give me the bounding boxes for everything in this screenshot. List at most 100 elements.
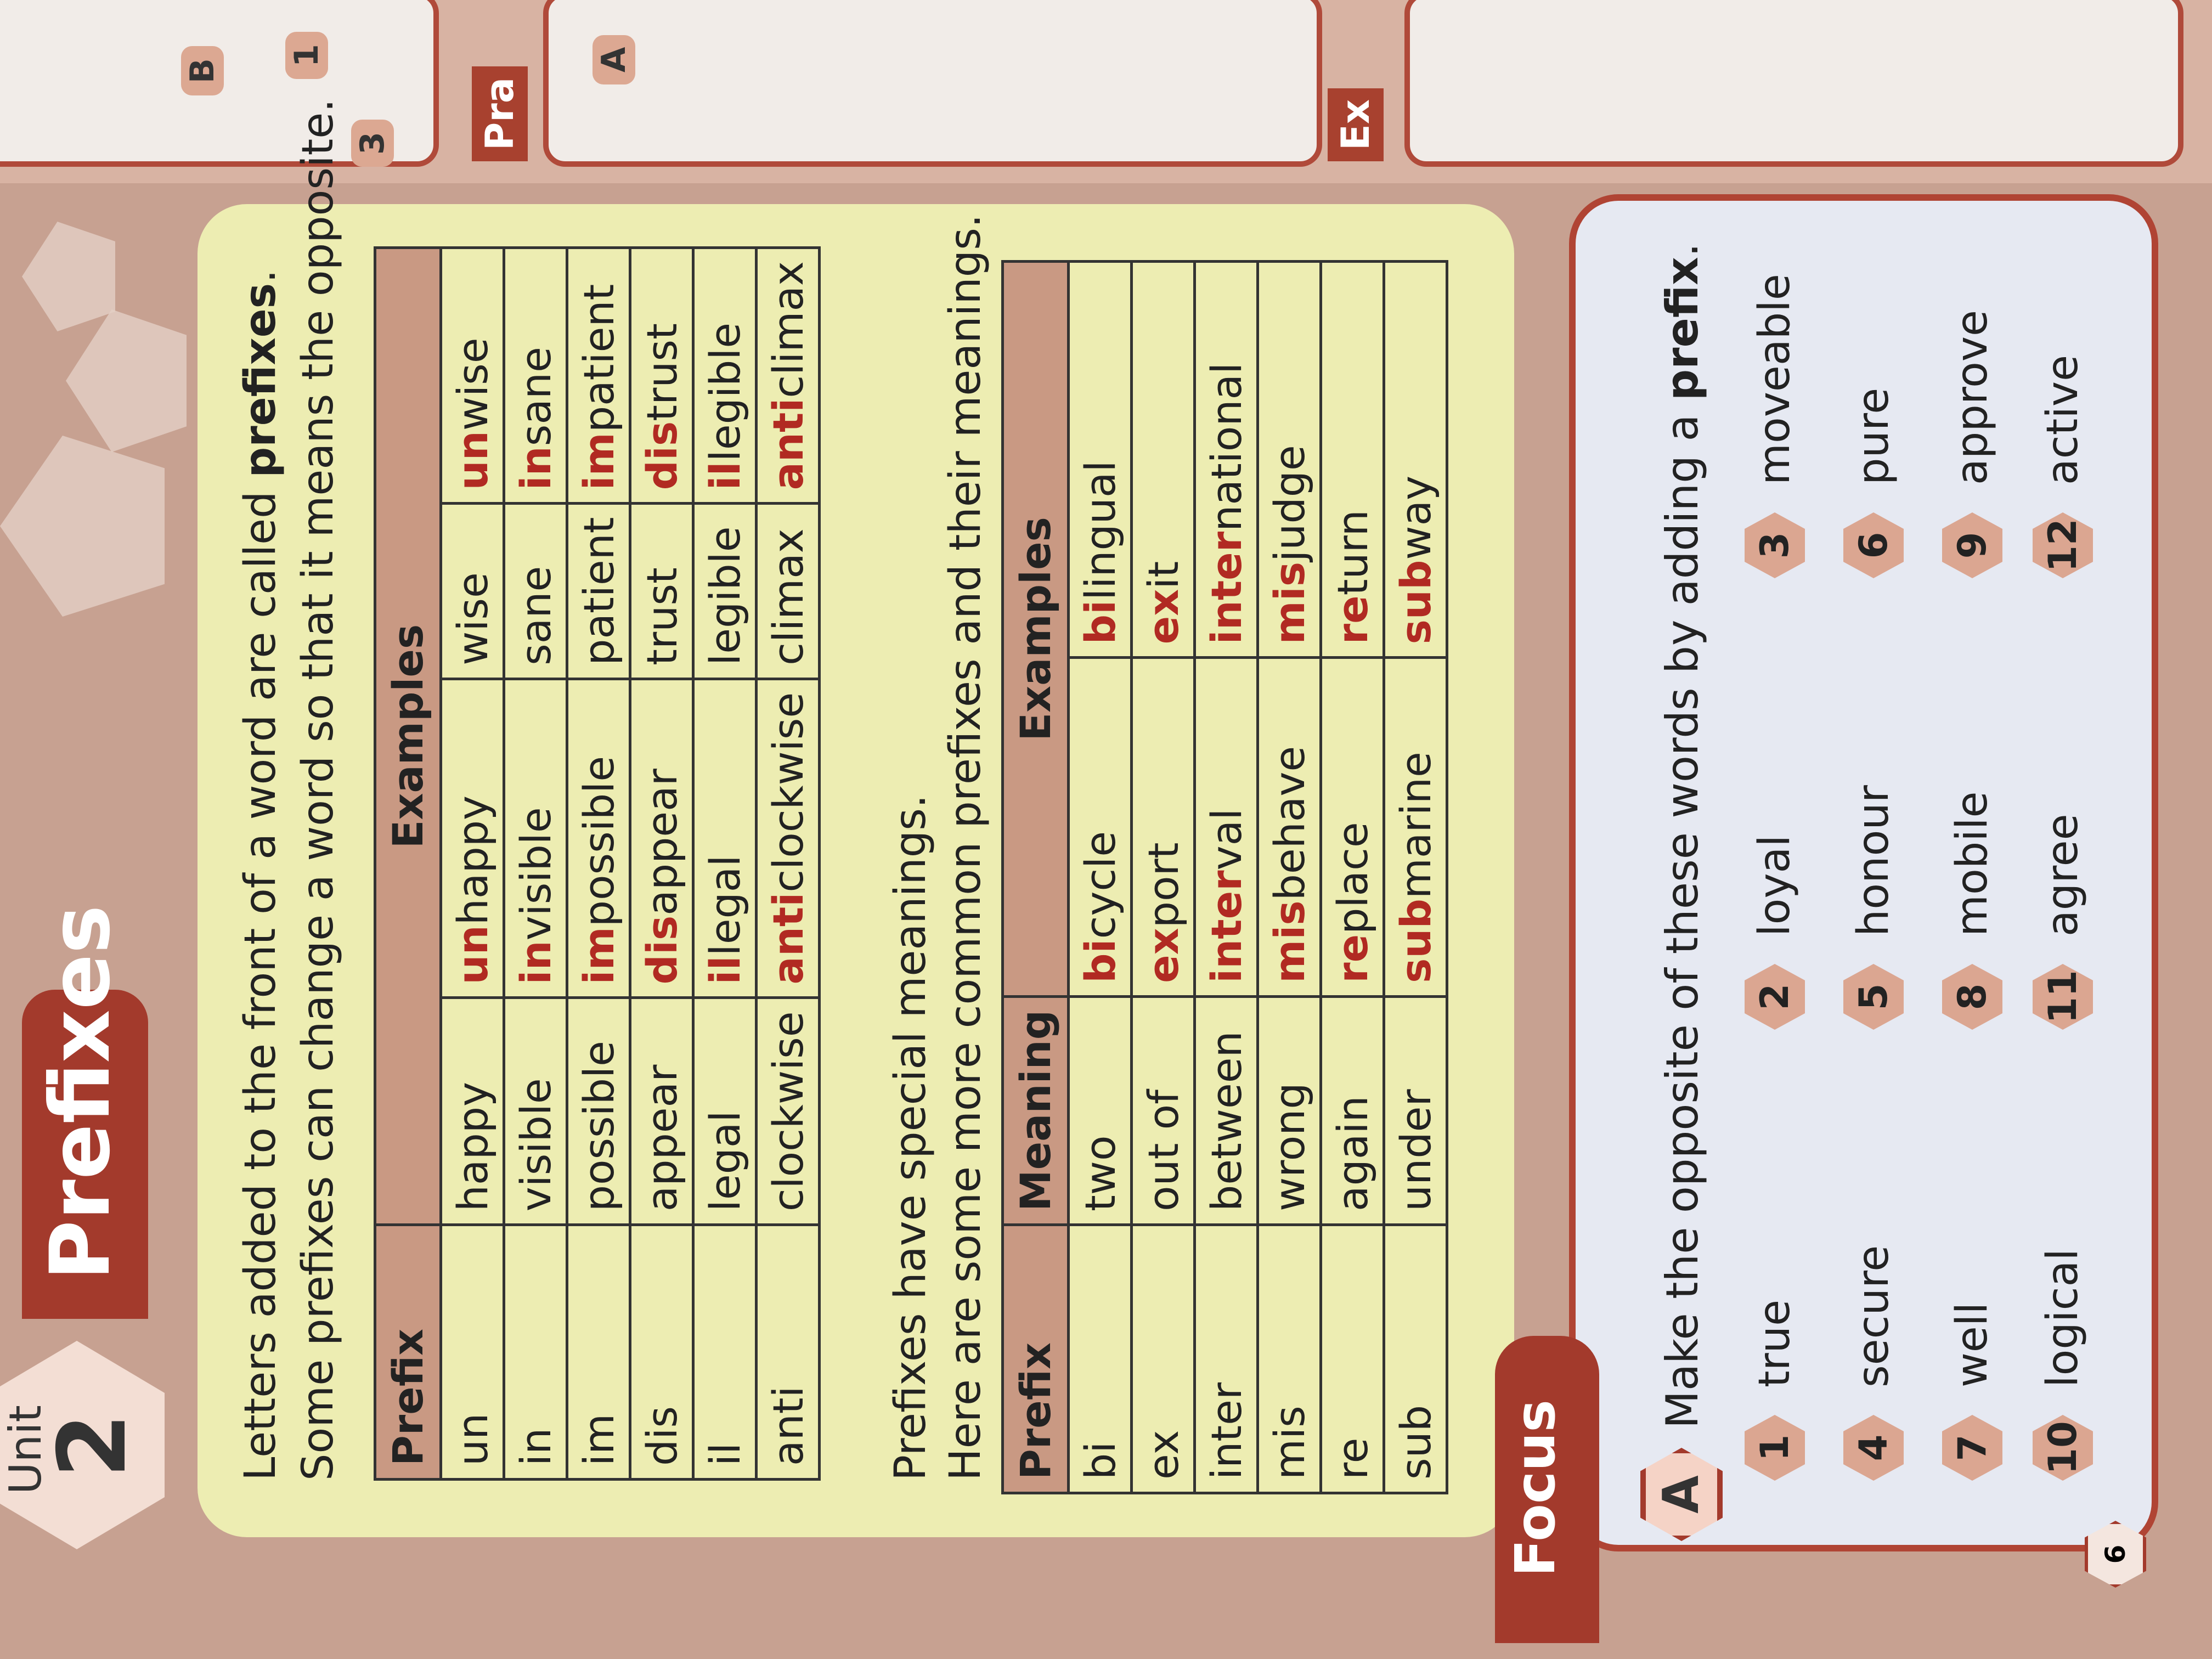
- item-number-badge: 11: [2033, 964, 2093, 1030]
- exercise-item: 9 approve: [1942, 310, 2002, 578]
- example-root: possible: [574, 756, 623, 927]
- exercise-item: 1 true: [1745, 1300, 1805, 1481]
- example-word: anticlimax: [756, 247, 820, 504]
- exercise-item: 2 loyal: [1745, 835, 1805, 1030]
- example-word: subway: [1384, 261, 1447, 658]
- example-word: insane: [504, 247, 567, 504]
- exercise-item: 7 well: [1942, 1302, 2002, 1481]
- example-root: climax: [763, 528, 812, 665]
- example-word: unhappy: [441, 679, 504, 998]
- example-prefix: inter: [1201, 531, 1251, 645]
- adjacent-num-1: 1: [285, 32, 328, 79]
- adjacent-badge-b: B: [181, 46, 224, 95]
- example-word: possible: [567, 997, 630, 1225]
- item-number-badge: 8: [1942, 964, 2002, 1030]
- item-word: logical: [2038, 1249, 2087, 1387]
- table-row: bi two bicycle bilingual: [1068, 261, 1132, 1493]
- header-prefix: Prefix: [375, 1224, 441, 1480]
- intro-line-2: Some prefixes can change a word so that …: [294, 98, 343, 1481]
- example-prefix: in: [511, 446, 560, 490]
- instruction-text: .: [1657, 242, 1708, 257]
- prefix-cell: ex: [1131, 1224, 1195, 1493]
- example-prefix: dis: [637, 421, 686, 490]
- prefix-cell: anti: [756, 1224, 820, 1480]
- example-word: legible: [693, 503, 757, 679]
- example-root: appear: [637, 1064, 686, 1212]
- meaning-cell: out of: [1131, 996, 1195, 1225]
- prefix-cell: un: [441, 1224, 504, 1480]
- example-prefix: re: [1328, 934, 1377, 983]
- opposite-prefix-table: Prefix Examples un happy unhappy wise unwise…: [374, 246, 821, 1481]
- decorative-pentagon: [0, 436, 165, 617]
- example-prefix: re: [1328, 595, 1377, 645]
- item-number-badge: 4: [1843, 1415, 1904, 1481]
- middle-line-2: Here are some more common prefixes and t…: [941, 214, 990, 1481]
- example-word: unwise: [441, 247, 504, 504]
- page-title: Prefixes: [33, 905, 128, 1280]
- intro-line-1: Letters added to the front of a word are…: [236, 269, 285, 1481]
- table-row: mis wrong misbehave misjudge: [1257, 261, 1321, 1493]
- item-number-badge: 1: [1745, 1415, 1805, 1481]
- example-prefix: dis: [637, 915, 686, 985]
- example-root: clockwise: [763, 692, 812, 893]
- example-prefix: im: [574, 432, 623, 490]
- example-word: patient: [567, 503, 630, 679]
- item-word: approve: [1948, 309, 1997, 485]
- example-word: clockwise: [756, 997, 820, 1225]
- item-word: honour: [1849, 785, 1898, 936]
- example-word: wise: [441, 503, 504, 679]
- exercise-instruction: Make the opposite of these words by addi…: [1657, 243, 1708, 1429]
- example-root: turn: [1328, 510, 1377, 596]
- example-prefix: ex: [1138, 589, 1188, 645]
- item-number-badge: 10: [2033, 1415, 2093, 1481]
- intro-text: Letters added to the front of a word are…: [236, 477, 285, 1481]
- item-word: moveable: [1750, 274, 1799, 485]
- example-prefix: mis: [1265, 900, 1314, 983]
- example-root: sane: [511, 347, 560, 447]
- prefix-meaning-table: Prefix Meaning Examples bi two bicycle bili…: [1001, 260, 1448, 1494]
- item-number-badge: 2: [1745, 964, 1805, 1030]
- example-word: legal: [693, 997, 757, 1225]
- table-row: re again replace return: [1321, 261, 1384, 1493]
- example-root: port: [1138, 842, 1188, 928]
- prefix-cell: im: [567, 1224, 630, 1480]
- example-word: sane: [504, 503, 567, 679]
- example-prefix: il: [700, 461, 749, 490]
- table-row: in visible invisible sane insane: [504, 247, 567, 1480]
- item-number-badge: 12: [2033, 512, 2093, 578]
- example-root: val: [1201, 808, 1251, 871]
- table-row: ex out of export exit: [1131, 261, 1195, 1493]
- example-root: legible: [700, 322, 749, 462]
- header-examples: Examples: [1002, 261, 1069, 997]
- example-root: sane: [511, 566, 560, 665]
- example-root: happy: [448, 1082, 497, 1212]
- adjacent-num-3: 3: [351, 120, 394, 167]
- example-root: legal: [700, 1110, 749, 1212]
- example-word: illegal: [693, 679, 757, 998]
- example-word: climax: [756, 503, 820, 679]
- example-root: trust: [637, 567, 686, 665]
- example-prefix: im: [574, 927, 623, 985]
- example-word: bilingual: [1068, 261, 1132, 658]
- prefix-cell: il: [693, 1224, 757, 1480]
- instruction-bold-term: prefix: [1657, 257, 1708, 401]
- table-row: anti clockwise anticlockwise climax anticlim…: [756, 247, 820, 1480]
- example-prefix: anti: [763, 892, 812, 985]
- header-meaning: Meaning: [1002, 996, 1069, 1225]
- example-root: visible: [511, 807, 560, 941]
- exercise-item: 6 pure: [1843, 388, 1904, 578]
- example-prefix: ex: [1138, 928, 1188, 983]
- adjacent-label-pra: Pra: [472, 66, 528, 161]
- example-word: return: [1321, 261, 1384, 658]
- example-word: visible: [504, 997, 567, 1225]
- intro-bold-term: prefixes: [236, 283, 285, 478]
- example-prefix: bi: [1075, 600, 1125, 645]
- example-root: visible: [511, 1078, 560, 1212]
- example-word: bicycle: [1068, 657, 1132, 997]
- prefix-cell: bi: [1068, 1224, 1132, 1493]
- decorative-pentagon: [22, 222, 115, 331]
- example-word: distrust: [630, 247, 693, 504]
- meaning-cell: two: [1068, 996, 1132, 1225]
- prefix-cell: sub: [1384, 1224, 1447, 1493]
